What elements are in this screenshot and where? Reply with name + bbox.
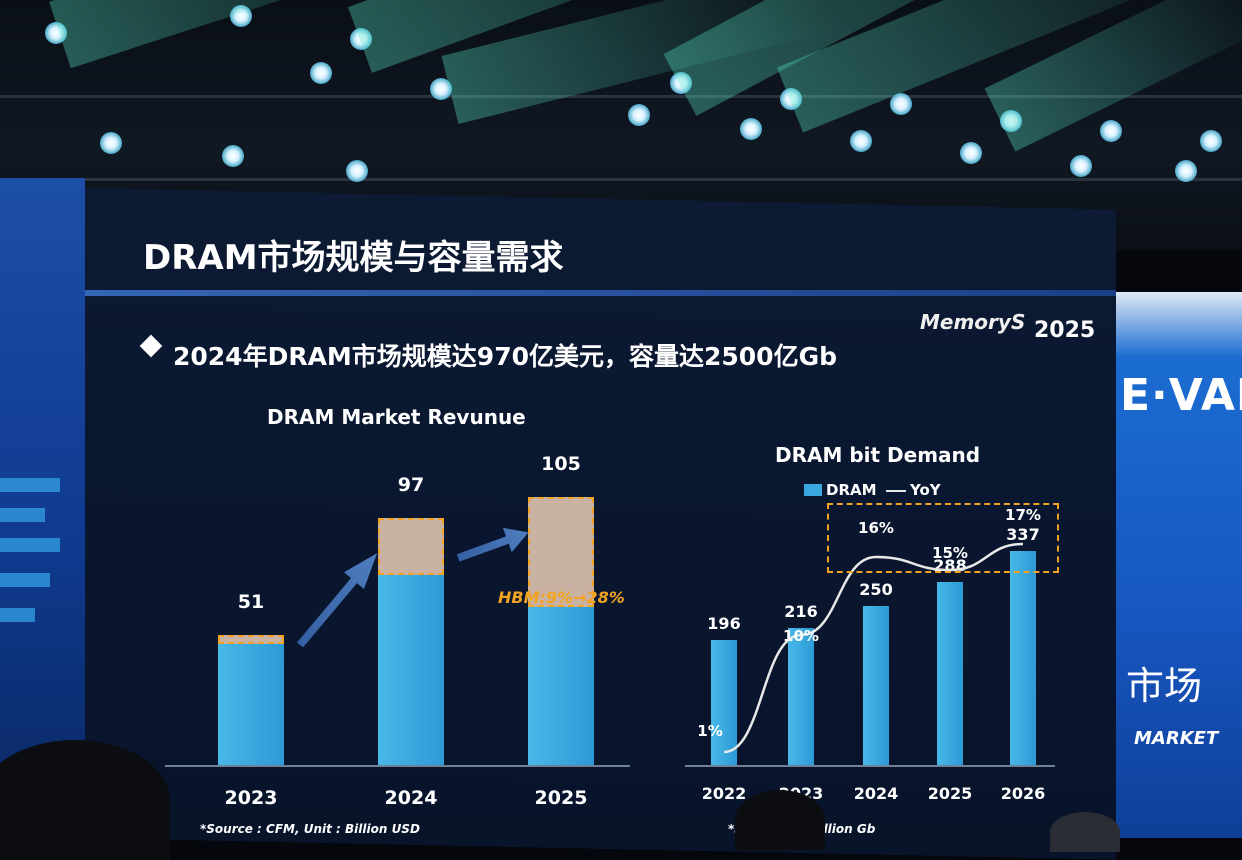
x-tick-label: 2025: [927, 784, 973, 803]
x-tick-label: 2024: [384, 787, 438, 809]
x-axis: [685, 765, 1055, 767]
truss-beam: [0, 178, 1242, 181]
revenue-source: *Source : CFM, Unit : Billion USD: [200, 822, 420, 836]
stage-light: [100, 132, 122, 154]
hbm-annotation: HBM:9%→28%: [498, 588, 625, 607]
legend-yoy-label: YoY: [910, 481, 941, 499]
bit-demand-bar: [1010, 550, 1036, 765]
stage-light: [890, 93, 912, 115]
value-label: 105: [541, 453, 581, 476]
x-tick-label: 2023: [224, 787, 278, 809]
audience-head: [1050, 812, 1120, 852]
stage-light: [628, 104, 650, 126]
right-led-panel: E·VAI: [1116, 292, 1242, 838]
stage-light: [346, 160, 368, 182]
legend-dram-swatch: [804, 484, 822, 496]
legend-dram-label: DRAM: [826, 481, 877, 499]
yoy-label: 1%: [697, 722, 723, 740]
legend-yoy-line: [886, 490, 906, 492]
revenue-chart-title: DRAM Market Revunue: [267, 405, 526, 429]
hbm-segment: [218, 634, 284, 645]
panel-cn-text: 市场: [1126, 664, 1203, 708]
value-label: 337: [1006, 524, 1040, 544]
bit-demand-bar: [788, 627, 814, 765]
stage-light: [1100, 120, 1122, 142]
stage-light: [45, 22, 67, 44]
hbm-segment: [378, 517, 444, 575]
title-underline: [85, 290, 1116, 296]
hbm-segment: [528, 497, 594, 608]
stage-light: [230, 5, 252, 27]
yoy-highlight-box: [827, 503, 1059, 573]
event-logo-year: 2025: [1034, 318, 1096, 343]
yoy-label: 10%: [783, 627, 819, 645]
event-logo: MemoryS: [920, 310, 1026, 334]
yoy-label: 15%: [932, 544, 968, 562]
slide-title: DRAM市场规模与容量需求: [143, 238, 564, 278]
bit-demand-bar: [711, 640, 737, 765]
truss-beam: [0, 95, 1242, 98]
stage-light: [780, 88, 802, 110]
stage-light: [1200, 130, 1222, 152]
x-tick-label: 2026: [1000, 784, 1046, 803]
value-label: 51: [237, 590, 265, 613]
value-label: 216: [784, 601, 818, 621]
bit-demand-bar: [863, 605, 889, 765]
value-label: 250: [859, 579, 893, 599]
stage-light: [1175, 160, 1197, 182]
revenue-bar: [218, 634, 284, 765]
slide-bullet: 2024年DRAM市场规模达970亿美元，容量达2500亿Gb: [173, 342, 837, 371]
bit-demand-chart-title: DRAM bit Demand: [775, 443, 981, 467]
stage-light: [350, 28, 372, 50]
stage-light: [670, 72, 692, 94]
left-led-panel: [0, 178, 85, 778]
x-tick-label: 2025: [534, 787, 588, 809]
stage-light: [222, 145, 244, 167]
x-tick-label: 2024: [853, 784, 899, 803]
stage-light: [740, 118, 762, 140]
stage-light: [310, 62, 332, 84]
bit-demand-bar: [937, 581, 963, 765]
value-label: 97: [397, 473, 425, 496]
panel-en-text: MARKET: [1134, 728, 1219, 749]
x-tick-label: 2022: [701, 784, 747, 803]
panel-text: E·VAI: [1120, 370, 1242, 421]
x-axis: [165, 765, 630, 767]
stage-light: [1070, 155, 1092, 177]
stage-light: [960, 142, 982, 164]
stage-light: [850, 130, 872, 152]
yoy-label: 17%: [1005, 506, 1041, 524]
value-label: 196: [707, 614, 741, 634]
stage-light: [1000, 110, 1022, 132]
audience-head: [735, 790, 825, 850]
stage-light: [430, 78, 452, 100]
yoy-label: 16%: [858, 519, 894, 537]
